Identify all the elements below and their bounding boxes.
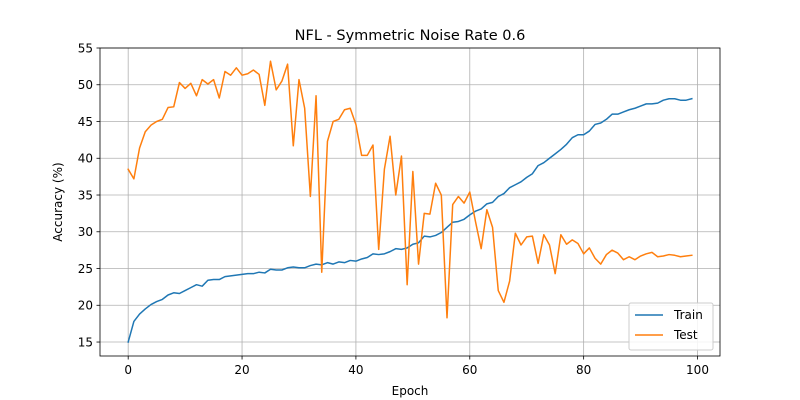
y-tick-label: 55 bbox=[78, 41, 93, 55]
y-tick-label: 45 bbox=[78, 115, 93, 129]
series-lines bbox=[127, 60, 693, 343]
y-tick-label: 30 bbox=[78, 225, 93, 239]
y-tick-label: 15 bbox=[78, 335, 93, 349]
x-axis-label: Epoch bbox=[392, 384, 429, 398]
x-tick-label: 100 bbox=[686, 363, 709, 377]
ticks: 0 20 40 60 80 100 15 20 25 30 35 40 45 50 55 bbox=[78, 41, 709, 377]
x-tick-label: 20 bbox=[234, 363, 249, 377]
y-tick-label: 40 bbox=[78, 152, 93, 166]
legend: Train Test bbox=[628, 302, 714, 351]
plot-frame bbox=[99, 47, 721, 357]
x-tick-label: 40 bbox=[348, 363, 363, 377]
y-tick-label: 25 bbox=[78, 262, 93, 276]
y-axis-label: Accuracy (%) bbox=[51, 162, 65, 241]
y-tick-label: 35 bbox=[78, 188, 93, 202]
chart-title: NFL - Symmetric Noise Rate 0.6 bbox=[295, 28, 526, 44]
series-line-test bbox=[127, 60, 693, 319]
x-tick-label: 60 bbox=[462, 363, 477, 377]
series-line-train bbox=[127, 97, 693, 343]
x-tick-label: 0 bbox=[124, 363, 132, 377]
legend-label-train: Train bbox=[673, 308, 703, 322]
x-tick-label: 80 bbox=[576, 363, 591, 377]
y-tick-label: 20 bbox=[78, 299, 93, 313]
y-tick-label: 50 bbox=[78, 78, 93, 92]
legend-label-test: Test bbox=[673, 328, 698, 342]
